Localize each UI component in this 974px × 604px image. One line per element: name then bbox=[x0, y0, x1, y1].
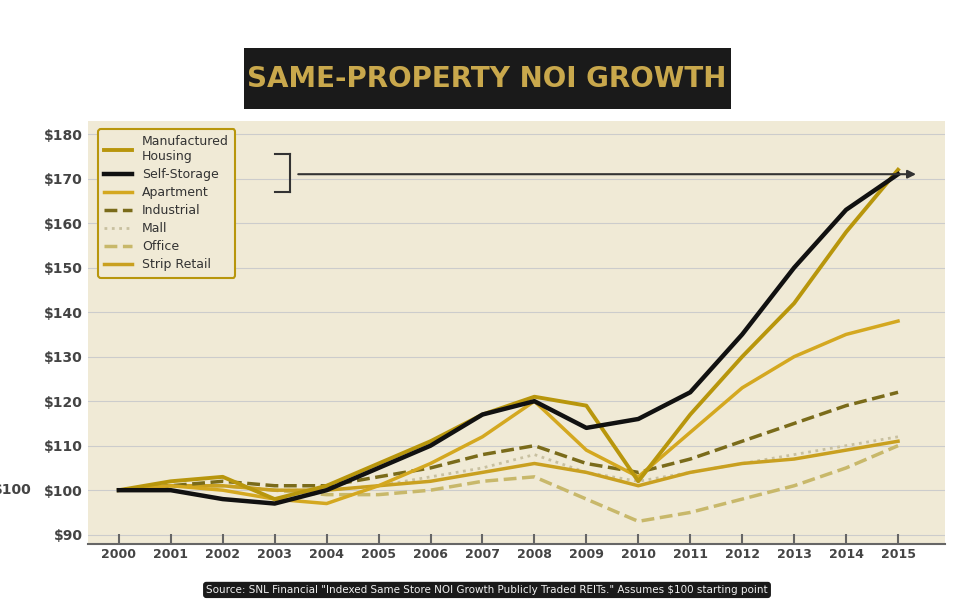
Text: Source: SNL Financial "Indexed Same Store NOI Growth Publicly Traded REITs." Ass: Source: SNL Financial "Indexed Same Stor… bbox=[206, 585, 768, 595]
Legend: Manufactured
Housing, Self-Storage, Apartment, Industrial, Mall, Office, Strip R: Manufactured Housing, Self-Storage, Apar… bbox=[98, 129, 235, 278]
Text: SAME-PROPERTY NOI GROWTH: SAME-PROPERTY NOI GROWTH bbox=[247, 65, 727, 92]
Text: $100: $100 bbox=[0, 483, 32, 497]
